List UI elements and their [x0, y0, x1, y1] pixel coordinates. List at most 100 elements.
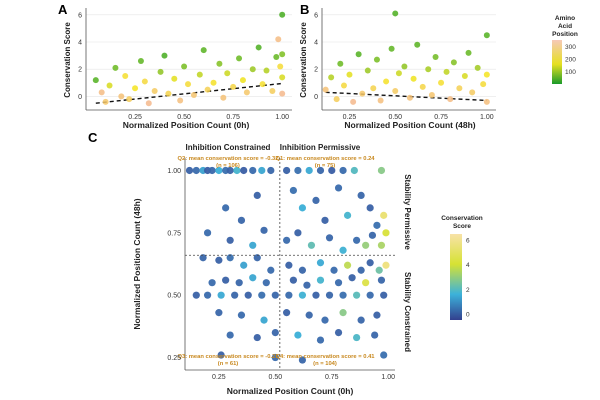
data-point — [204, 86, 211, 93]
data-point — [340, 82, 347, 89]
conservation-legend-tick: 2 — [466, 287, 470, 294]
data-point — [203, 291, 212, 299]
data-point — [380, 291, 388, 299]
data-point — [353, 291, 361, 299]
data-point — [215, 256, 223, 264]
data-point — [263, 67, 270, 74]
data-point — [312, 196, 320, 204]
q1-count: (n = 75) — [315, 163, 336, 169]
panel-c-x-tick: 1.00 — [381, 374, 395, 381]
data-point — [217, 351, 225, 359]
data-point — [339, 309, 347, 317]
stability-constrained-label: Stability Constrained — [403, 272, 412, 352]
data-point — [230, 83, 237, 90]
data-point — [92, 77, 99, 84]
panel-c-x-tick: 0.25 — [212, 374, 226, 381]
data-point — [231, 291, 239, 299]
panel-c-label: C — [88, 130, 98, 145]
data-point — [395, 70, 402, 77]
data-point — [233, 166, 241, 175]
data-point — [334, 279, 343, 287]
data-point — [303, 281, 311, 289]
q1-label: Q1: mean conservation score = 0.24 — [275, 156, 375, 162]
panel-a-x-tick: 1.00 — [275, 114, 289, 121]
panel-b-x-ticks: 0.25 0.50 0.75 1.00 — [343, 114, 494, 121]
panel-c: C Inhibition Constrained Inhibition Perm… — [88, 130, 412, 396]
data-point — [253, 333, 261, 342]
data-point — [237, 311, 246, 319]
data-point — [208, 279, 216, 287]
data-point — [222, 204, 230, 212]
amino-acid-legend-tick: 200 — [565, 56, 576, 63]
amino-acid-legend: Amino Acid Position 300 200 100 — [552, 15, 578, 84]
data-point — [235, 279, 243, 287]
data-point — [271, 291, 279, 299]
panel-a: A 0.25 0.50 0.75 1.00 0 2 4 6 Normalized… — [58, 2, 292, 130]
data-point — [414, 41, 421, 48]
data-point — [289, 186, 297, 195]
data-point — [377, 241, 386, 249]
panel-c-y-tick: 0.25 — [167, 355, 181, 362]
data-point — [294, 331, 302, 339]
data-point — [316, 276, 325, 284]
data-point — [353, 236, 361, 244]
data-point — [357, 266, 365, 274]
data-point — [243, 89, 250, 96]
data-point — [392, 87, 399, 94]
data-point — [271, 353, 279, 362]
data-point — [339, 291, 347, 299]
data-point — [118, 93, 125, 100]
data-point — [267, 166, 275, 175]
data-point — [224, 70, 231, 77]
amino-acid-legend-title: Position — [552, 31, 578, 38]
panel-b-points — [322, 10, 490, 105]
data-point — [450, 59, 457, 66]
data-point — [216, 60, 223, 67]
data-point — [199, 254, 207, 262]
data-point — [249, 241, 257, 249]
data-point — [373, 56, 380, 63]
panel-b-trend — [325, 91, 487, 102]
data-point — [236, 55, 243, 62]
data-point — [283, 309, 291, 317]
data-point — [279, 11, 286, 18]
data-point — [145, 100, 152, 107]
panel-a-y-tick: 2 — [78, 67, 82, 74]
data-point — [364, 67, 371, 74]
data-point — [366, 259, 374, 267]
panel-c-x-tick: 0.50 — [269, 374, 283, 381]
data-point — [220, 94, 227, 101]
data-point — [275, 36, 282, 43]
data-point — [171, 75, 178, 82]
data-point — [483, 71, 490, 78]
data-point — [165, 90, 172, 97]
data-point — [410, 75, 417, 82]
data-point — [239, 77, 246, 84]
data-point — [333, 96, 340, 103]
data-point — [240, 166, 248, 175]
data-point — [447, 96, 454, 103]
data-point — [339, 246, 347, 254]
data-point — [98, 89, 105, 96]
data-point — [366, 291, 374, 299]
data-point — [215, 309, 223, 317]
panel-a-y-tick: 0 — [78, 94, 82, 101]
data-point — [185, 81, 192, 88]
data-point — [132, 85, 139, 92]
panel-b-y-tick: 2 — [314, 67, 318, 74]
data-point — [321, 216, 329, 224]
data-point — [377, 276, 386, 284]
data-point — [350, 166, 358, 175]
data-point — [253, 254, 261, 262]
data-point — [357, 191, 365, 200]
data-point — [334, 184, 343, 192]
data-point — [283, 166, 291, 175]
data-point — [305, 311, 313, 319]
data-point — [185, 166, 194, 175]
data-point — [388, 45, 395, 52]
q3-label: Q3: mean conservation score = -0.21 — [177, 354, 279, 360]
amino-acid-legend-ticks: 300 200 100 — [565, 44, 576, 76]
q3-count: (n = 61) — [218, 361, 239, 367]
data-point — [237, 216, 246, 224]
panel-b-y-tick: 4 — [314, 40, 318, 47]
